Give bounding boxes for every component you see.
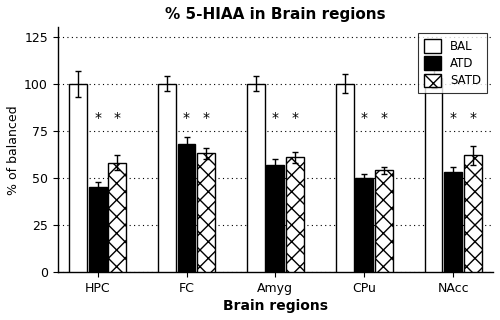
Text: *: * <box>360 111 368 125</box>
Bar <box>444 172 462 272</box>
Text: *: * <box>292 111 298 125</box>
Bar <box>70 84 87 272</box>
Bar <box>89 188 106 272</box>
X-axis label: Brain regions: Brain regions <box>223 299 328 313</box>
Y-axis label: % of balanced: % of balanced <box>7 105 20 195</box>
Text: *: * <box>114 111 120 125</box>
Bar <box>266 165 284 272</box>
Bar <box>158 84 176 272</box>
Title: % 5-HIAA in Brain regions: % 5-HIAA in Brain regions <box>165 7 386 22</box>
Text: *: * <box>272 111 279 125</box>
Text: *: * <box>183 111 190 125</box>
Bar <box>286 157 304 272</box>
Text: *: * <box>94 111 101 125</box>
Bar <box>108 163 126 272</box>
Text: *: * <box>469 111 476 125</box>
Bar <box>424 78 442 272</box>
Bar <box>336 84 353 272</box>
Text: *: * <box>380 111 388 125</box>
Bar <box>197 154 215 272</box>
Text: *: * <box>450 111 456 125</box>
Legend: BAL, ATD, SATD: BAL, ATD, SATD <box>418 33 487 93</box>
Text: *: * <box>202 111 209 125</box>
Bar <box>178 144 196 272</box>
Bar <box>375 171 392 272</box>
Bar <box>356 178 373 272</box>
Bar <box>247 84 264 272</box>
Bar <box>464 156 481 272</box>
